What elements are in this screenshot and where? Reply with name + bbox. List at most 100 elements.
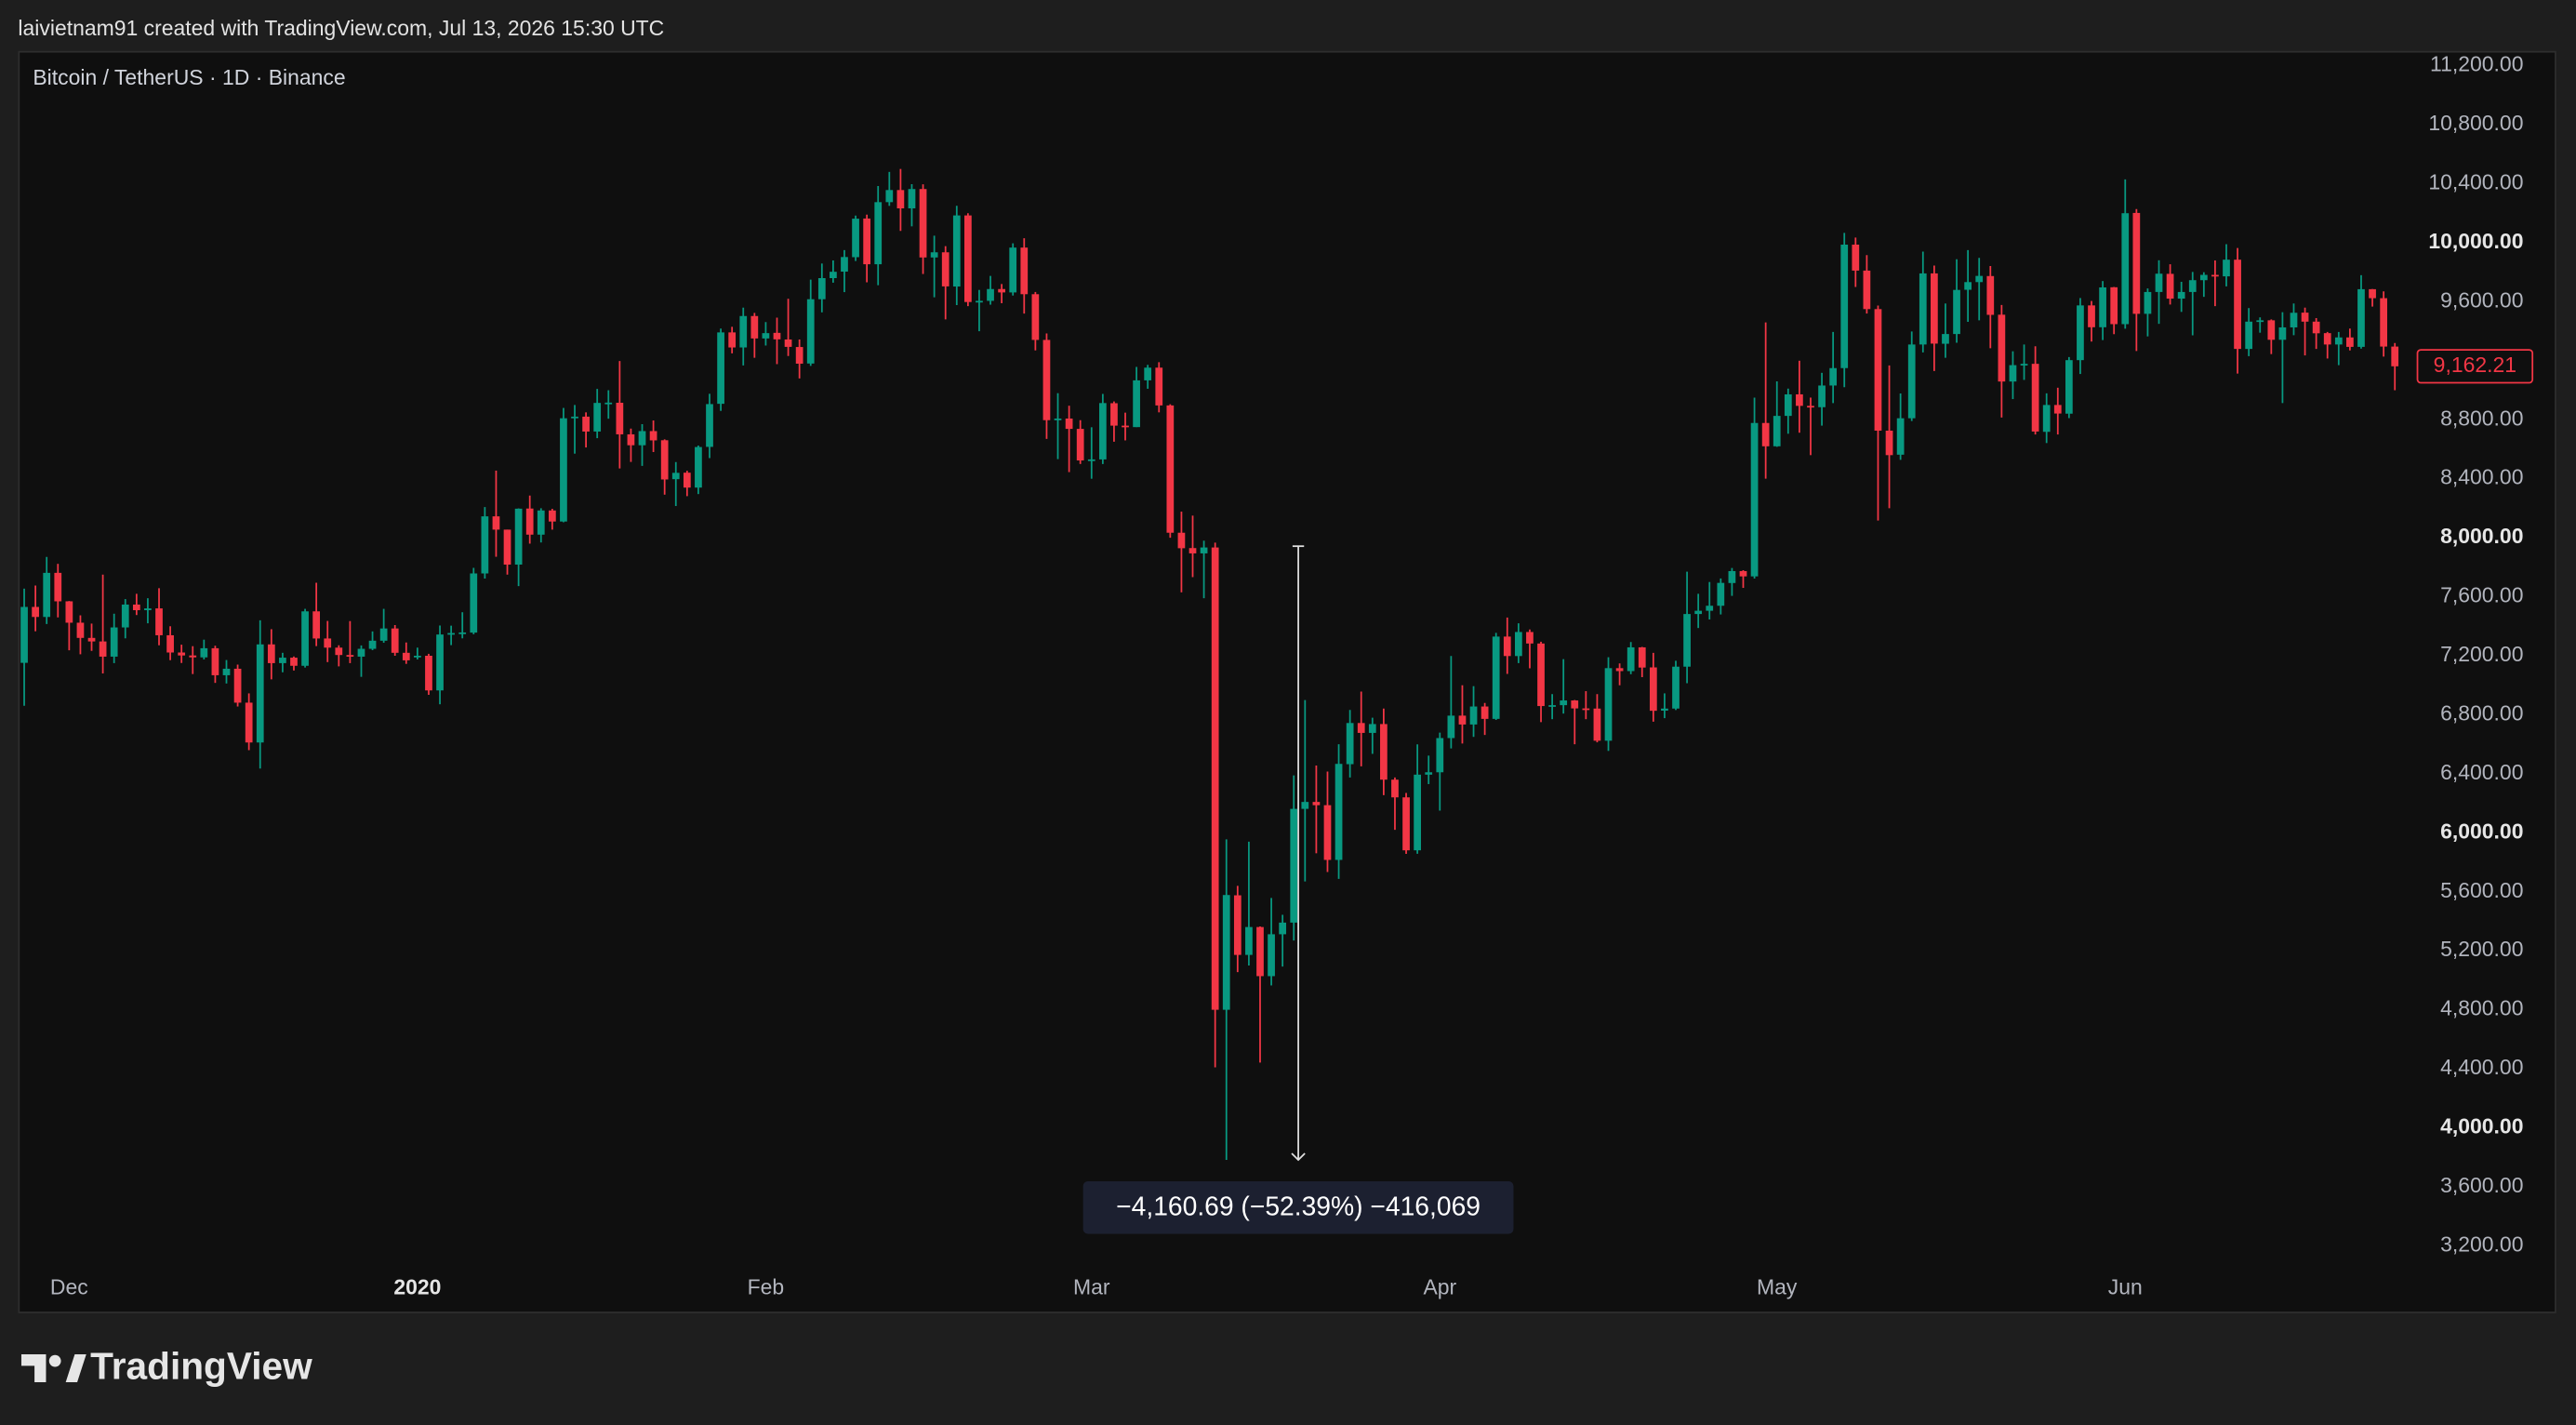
candle-body <box>2301 313 2309 322</box>
y-tick-label: 4,000.00 <box>2440 1114 2523 1139</box>
candle-body <box>65 601 73 623</box>
candle-body <box>1166 405 1175 533</box>
x-tick-label: Mar <box>1073 1274 1110 1298</box>
candle-body <box>739 315 748 348</box>
candle-body <box>784 339 792 347</box>
candle-body <box>1357 723 1365 733</box>
candle-body <box>616 403 624 434</box>
chart-title: Bitcoin / TetherUS · 1D · Binance <box>33 65 345 89</box>
candle-body <box>1907 344 1916 419</box>
candle-body <box>976 300 983 303</box>
candle-body <box>1122 425 1129 428</box>
candle-body <box>1155 367 1163 406</box>
candle-body <box>1447 715 1455 739</box>
candle-body <box>660 440 669 480</box>
candle-body <box>1268 934 1275 977</box>
candle-body <box>32 606 39 618</box>
y-tick-label: 10,400.00 <box>2428 170 2523 194</box>
candle-body <box>1582 708 1590 711</box>
y-tick-label: 4,800.00 <box>2440 996 2523 1020</box>
measure-arrow <box>1291 1152 1306 1162</box>
candle-body <box>627 433 635 446</box>
candle-body <box>874 202 883 265</box>
candle-body <box>1065 418 1073 430</box>
candle-body <box>1604 668 1613 741</box>
candle-body <box>99 641 107 657</box>
candle-body <box>54 572 62 602</box>
y-tick-label: 7,200.00 <box>2440 642 2523 666</box>
candle-body <box>1054 418 1062 420</box>
candle-body <box>1874 309 1882 431</box>
candle-body <box>222 668 231 675</box>
candle-body <box>1098 403 1107 459</box>
candle-body <box>806 299 815 364</box>
candle-body <box>414 655 421 658</box>
y-tick-label: 6,800.00 <box>2440 700 2523 725</box>
y-tick-label: 5,200.00 <box>2440 937 2523 961</box>
y-tick-label: 10,800.00 <box>2428 111 2523 135</box>
candle-body <box>987 288 994 301</box>
candle-body <box>2188 280 2197 292</box>
candle-body <box>20 606 28 663</box>
candle-body <box>896 190 905 208</box>
candle-body <box>1537 643 1545 707</box>
candle-body <box>1492 636 1500 719</box>
candle-body <box>324 638 332 648</box>
candle-body <box>189 655 197 658</box>
candle-body <box>514 508 523 565</box>
candle-body <box>1942 334 1949 344</box>
candle-body <box>2031 364 2039 432</box>
candle-body <box>830 272 837 279</box>
candle-body <box>335 647 343 656</box>
y-tick-label: 4,400.00 <box>2440 1055 2523 1079</box>
candle-body <box>2323 333 2331 345</box>
candle-body <box>1796 393 1803 406</box>
candle-body <box>1346 723 1354 765</box>
candle-body <box>2256 320 2264 323</box>
candle-body <box>178 652 186 656</box>
candle-body <box>1526 632 1534 644</box>
candle-body <box>2267 320 2276 340</box>
candle-body <box>1144 367 1152 380</box>
candle-body <box>2088 305 2095 327</box>
candle-body <box>1211 547 1219 1010</box>
candle-body <box>525 508 534 535</box>
candle-body <box>1503 636 1511 657</box>
candle-body <box>885 190 894 203</box>
candle-body <box>1458 715 1467 725</box>
brand-name: TradingView <box>90 1345 312 1388</box>
candle-body <box>762 333 770 339</box>
candle-body <box>593 403 602 432</box>
candle-body <box>1233 895 1242 955</box>
candle-body <box>2357 288 2365 347</box>
candle-body <box>1245 926 1253 955</box>
candle-body <box>1391 779 1399 798</box>
candle-body <box>144 608 152 610</box>
candle-body <box>998 288 1005 293</box>
candle-body <box>1436 738 1444 773</box>
candle-body <box>1571 700 1579 709</box>
x-tick-label: Apr <box>1423 1274 1456 1298</box>
candle-body <box>773 332 781 340</box>
candle-body <box>200 647 208 658</box>
candle-body <box>941 252 949 286</box>
candle-body <box>447 633 455 635</box>
candle-body <box>2155 273 2163 292</box>
candle-body <box>728 332 737 348</box>
candle-body <box>2312 321 2320 334</box>
candle-body <box>76 622 85 638</box>
candle-body <box>1986 275 1995 315</box>
candle-body <box>1402 797 1410 851</box>
candle-body <box>930 252 938 258</box>
measure-label-box <box>1082 1180 1514 1234</box>
candle-body <box>1840 245 1849 368</box>
y-tick-label: 11,200.00 <box>2430 52 2523 76</box>
candle-body <box>2166 273 2174 300</box>
candle-body <box>2099 286 2106 327</box>
candle-body <box>256 644 264 743</box>
candle-body <box>379 628 388 641</box>
candle-body <box>1694 610 1703 615</box>
candle-body <box>683 473 691 488</box>
candle-body <box>1560 700 1568 706</box>
